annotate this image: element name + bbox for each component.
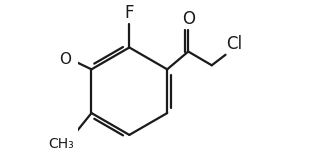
Text: Cl: Cl (226, 35, 243, 53)
Text: O: O (182, 10, 195, 28)
Text: CH₃: CH₃ (48, 137, 74, 151)
Text: O: O (59, 52, 71, 67)
Text: F: F (125, 4, 134, 22)
